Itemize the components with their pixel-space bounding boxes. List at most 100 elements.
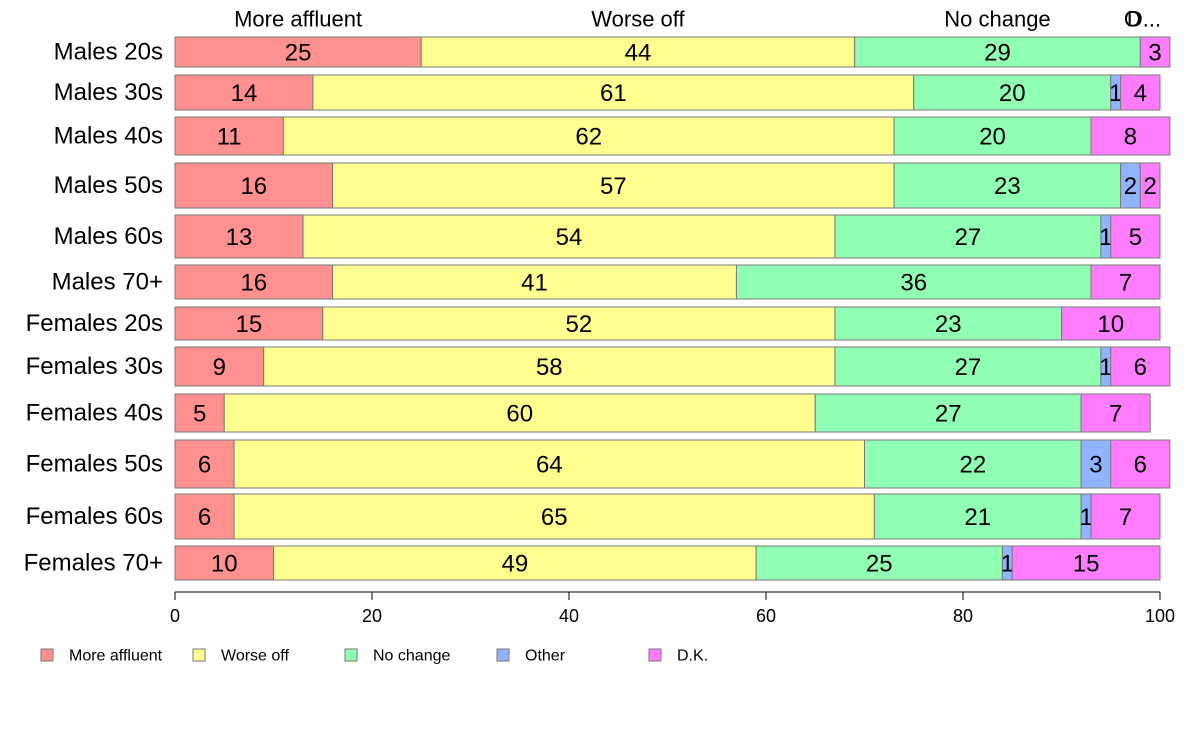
bar-segment xyxy=(174,214,304,259)
data-label: 36 xyxy=(900,270,927,297)
series-header-label: More affluent xyxy=(234,7,362,32)
data-label: 65 xyxy=(541,504,568,531)
series-header-label: O xyxy=(1124,7,1141,32)
x-tick-label: 80 xyxy=(953,606,973,626)
legend-label: More affluent xyxy=(69,648,163,665)
bar-segment xyxy=(174,493,235,540)
x-tick-label: 0 xyxy=(170,606,180,626)
data-label: 7 xyxy=(1119,270,1132,297)
bar-segment xyxy=(174,36,422,68)
data-label: 6 xyxy=(1134,452,1147,479)
series-header-label: Worse off xyxy=(591,7,685,32)
data-label: 64 xyxy=(536,452,563,479)
data-label: 27 xyxy=(935,401,962,428)
data-label: 49 xyxy=(501,551,528,578)
data-label: 10 xyxy=(211,551,238,578)
data-label: 8 xyxy=(1124,124,1137,151)
bar-segment xyxy=(174,346,265,387)
category-label: Females 30s xyxy=(26,353,163,380)
series-header-label: No change xyxy=(944,7,1050,32)
x-tick-label: 40 xyxy=(559,606,579,626)
data-label: 23 xyxy=(935,311,962,338)
data-label: 16 xyxy=(240,270,267,297)
data-label: 52 xyxy=(565,311,592,338)
bar-segment xyxy=(854,36,1141,68)
bar-segment xyxy=(1090,116,1171,156)
category-label: Males 50s xyxy=(54,172,163,199)
bar-segment xyxy=(834,306,1063,341)
category-label: Males 20s xyxy=(54,39,163,66)
data-label: 61 xyxy=(600,80,627,107)
category-label: Females 60s xyxy=(26,503,163,530)
bar-segment xyxy=(174,393,225,433)
bar-segment xyxy=(1011,545,1161,581)
category-label: Males 60s xyxy=(54,223,163,250)
bar-segment xyxy=(420,36,856,68)
data-label: 6 xyxy=(198,504,211,531)
data-label: 58 xyxy=(536,354,563,381)
bar-segment xyxy=(873,493,1082,540)
data-label: 27 xyxy=(955,354,982,381)
bar-segment xyxy=(312,74,915,111)
data-label: 4 xyxy=(1134,80,1147,107)
data-label: 22 xyxy=(959,452,986,479)
legend-label: D.K. xyxy=(677,648,708,665)
category-label: Females 50s xyxy=(26,451,163,478)
bar-segment xyxy=(174,264,334,300)
data-label: 1 xyxy=(1099,354,1112,381)
data-label: 44 xyxy=(625,40,652,67)
category-label: Males 70+ xyxy=(52,269,163,296)
data-label: 1 xyxy=(1099,224,1112,251)
data-label: 54 xyxy=(556,224,583,251)
data-label: 41 xyxy=(521,270,548,297)
data-label: 20 xyxy=(979,124,1006,151)
data-label: 25 xyxy=(866,551,893,578)
bar-segment xyxy=(1139,162,1161,209)
bar-segment xyxy=(1110,346,1171,387)
data-label: 6 xyxy=(1134,354,1147,381)
data-label: 1 xyxy=(1079,504,1092,531)
data-label: 5 xyxy=(1129,224,1142,251)
bar-segment xyxy=(332,162,895,209)
bar-segment xyxy=(263,346,836,387)
legend-label: No change xyxy=(373,648,450,665)
data-label: 3 xyxy=(1089,452,1102,479)
series-header-label: D... xyxy=(1127,7,1161,32)
legend-label: Other xyxy=(525,648,566,665)
data-label: 20 xyxy=(999,80,1026,107)
bar-segment xyxy=(273,545,757,581)
bar-segment xyxy=(223,393,816,433)
bar-segment xyxy=(174,162,334,209)
data-label: 23 xyxy=(994,173,1021,200)
bar-segment xyxy=(174,306,324,341)
category-label: Females 20s xyxy=(26,310,163,337)
bar-segment xyxy=(913,74,1112,111)
bar-segment xyxy=(1090,264,1161,300)
legend-swatch xyxy=(648,648,662,662)
bar-segment xyxy=(1110,214,1161,259)
data-label: 6 xyxy=(198,452,211,479)
data-label: 10 xyxy=(1097,311,1124,338)
bar-segment xyxy=(814,393,1082,433)
data-label: 7 xyxy=(1109,401,1122,428)
data-label: 13 xyxy=(226,224,253,251)
data-label: 1 xyxy=(1109,80,1122,107)
x-tick-label: 60 xyxy=(756,606,776,626)
bar-segment xyxy=(1090,493,1161,540)
data-label: 3 xyxy=(1148,40,1161,67)
data-label: 9 xyxy=(213,354,226,381)
x-tick-label: 20 xyxy=(362,606,382,626)
bar-segment xyxy=(174,439,235,489)
category-label: Males 40s xyxy=(54,123,163,150)
bar-segment xyxy=(1139,36,1171,68)
bar-segment xyxy=(834,346,1102,387)
bar-segment xyxy=(864,439,1082,489)
bar-segment xyxy=(735,264,1092,300)
data-label: 25 xyxy=(285,40,312,67)
legend-swatch xyxy=(344,648,358,662)
bar-segment xyxy=(322,306,836,341)
legend-swatch xyxy=(496,648,510,662)
data-label: 60 xyxy=(506,401,533,428)
data-label: 21 xyxy=(964,504,991,531)
